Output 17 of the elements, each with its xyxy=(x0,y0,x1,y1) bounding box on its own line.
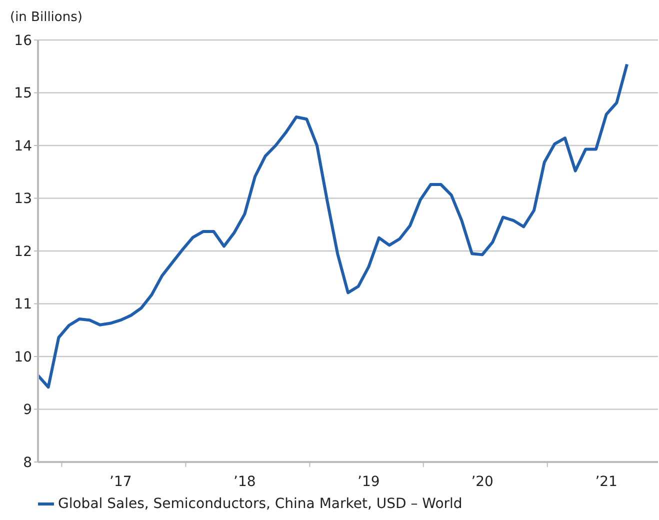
y-tick-label: 10 xyxy=(14,349,32,366)
x-tick-label: ’17 xyxy=(110,474,132,490)
y-tick-label: 14 xyxy=(14,138,32,154)
x-tick-label: ’18 xyxy=(234,474,256,490)
line-series xyxy=(36,62,628,389)
x-tick-label: ’21 xyxy=(595,474,618,490)
legend-label: Global Sales, Semiconductors, China Market, USD – World xyxy=(58,496,462,512)
x-tick-label: ’19 xyxy=(358,474,380,490)
x-tick-label: ’20 xyxy=(471,474,494,490)
y-tick-label: 13 xyxy=(14,191,32,208)
y-tick-label: 8 xyxy=(23,454,32,471)
y-axis-title: (in Billions) xyxy=(10,10,82,25)
y-tick-label: 9 xyxy=(23,402,32,418)
y-tick-label: 12 xyxy=(14,244,32,260)
y-tick-label: 11 xyxy=(14,296,32,313)
y-tick-label: 15 xyxy=(14,86,32,102)
y-tick-label: 16 xyxy=(14,32,32,49)
